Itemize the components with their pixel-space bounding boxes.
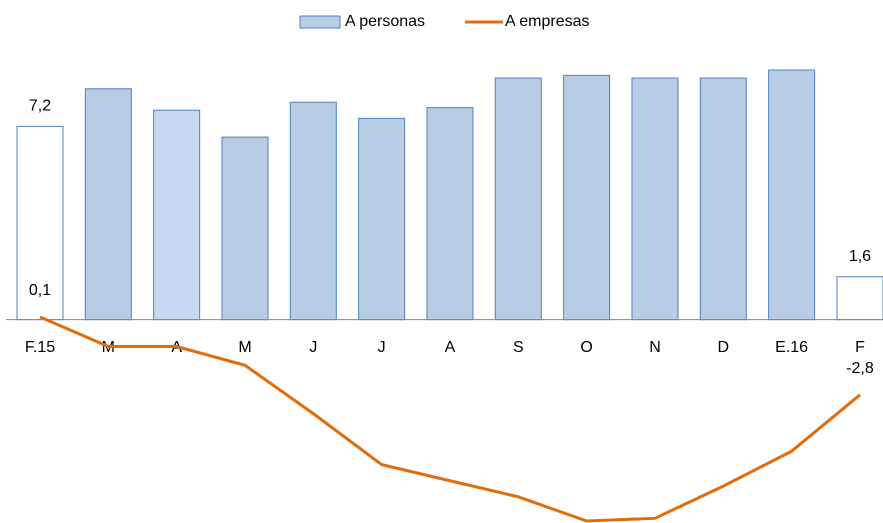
bar — [221, 136, 269, 321]
data-label: 7,2 — [29, 98, 51, 115]
legend-swatch — [299, 15, 341, 29]
data-label: 0,1 — [29, 282, 51, 299]
bar — [289, 101, 337, 321]
x-tick-label: S — [513, 339, 524, 356]
bar — [768, 69, 816, 321]
data-label: 1,6 — [849, 248, 871, 265]
x-tick-label: F — [855, 339, 865, 356]
x-tick-label: E.16 — [775, 339, 808, 356]
x-tick-label: O — [580, 339, 592, 356]
legend-label: A personas — [345, 13, 425, 30]
x-tick-label: N — [649, 339, 661, 356]
x-tick-label: J — [378, 339, 386, 356]
line — [39, 315, 861, 523]
bar — [84, 88, 132, 321]
x-tick-label: A — [445, 339, 456, 356]
legend-label: A empresas — [505, 13, 589, 30]
bar — [358, 117, 406, 321]
x-tick-label: J — [309, 339, 317, 356]
bar — [494, 77, 542, 321]
x-tick-label: M — [238, 339, 251, 356]
bar — [699, 77, 747, 321]
x-tick-label: D — [718, 339, 730, 356]
bar — [563, 74, 611, 321]
x-tick-label: F.15 — [25, 339, 55, 356]
bar — [153, 109, 201, 321]
bar — [631, 77, 679, 321]
data-label: -2,8 — [846, 360, 874, 377]
bar — [426, 107, 474, 321]
bar — [836, 276, 883, 321]
